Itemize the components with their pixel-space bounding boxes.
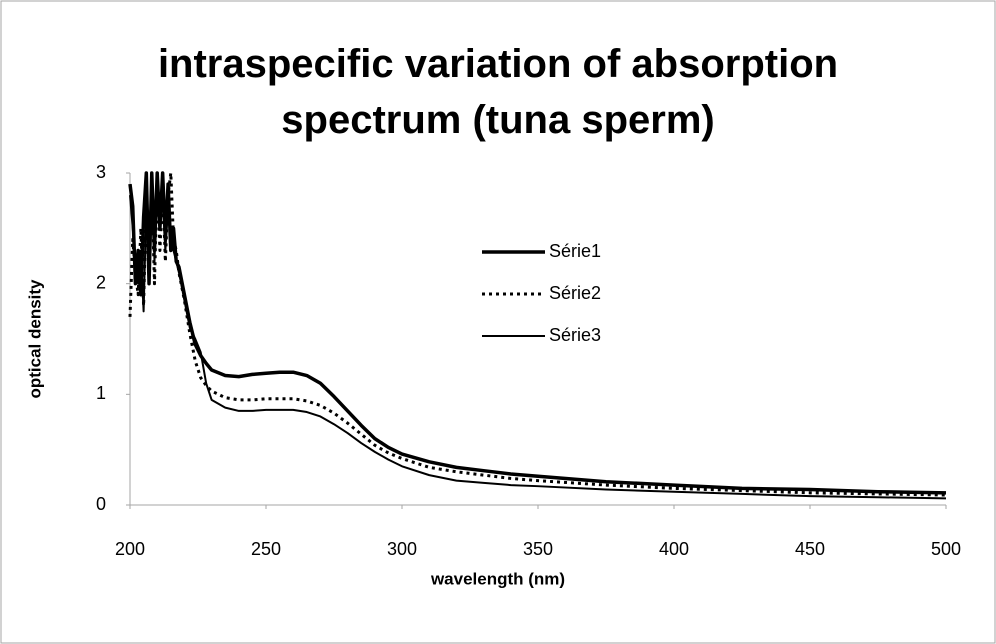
y-tick-label: 0 <box>96 494 106 514</box>
y-axis-label: optical density <box>25 279 44 399</box>
chart-title: intraspecific variation of absorption sp… <box>157 42 839 142</box>
x-tick-label: 300 <box>387 539 417 559</box>
series-line <box>129 172 947 500</box>
x-axis-label: wavelength (nm) <box>430 569 565 588</box>
x-tick-label: 400 <box>659 539 689 559</box>
legend-label: Série1 <box>549 241 601 261</box>
y-tick-label: 1 <box>96 383 106 403</box>
y-tick-label: 3 <box>96 162 106 182</box>
legend-label: Série2 <box>549 283 601 303</box>
y-tick-label: 2 <box>96 272 106 292</box>
x-tick-label: 350 <box>523 539 553 559</box>
x-tick-label: 450 <box>795 539 825 559</box>
x-tick-label: 500 <box>931 539 961 559</box>
x-tick-label: 200 <box>115 539 145 559</box>
legend-label: Série3 <box>549 325 601 345</box>
x-tick-label: 250 <box>251 539 281 559</box>
